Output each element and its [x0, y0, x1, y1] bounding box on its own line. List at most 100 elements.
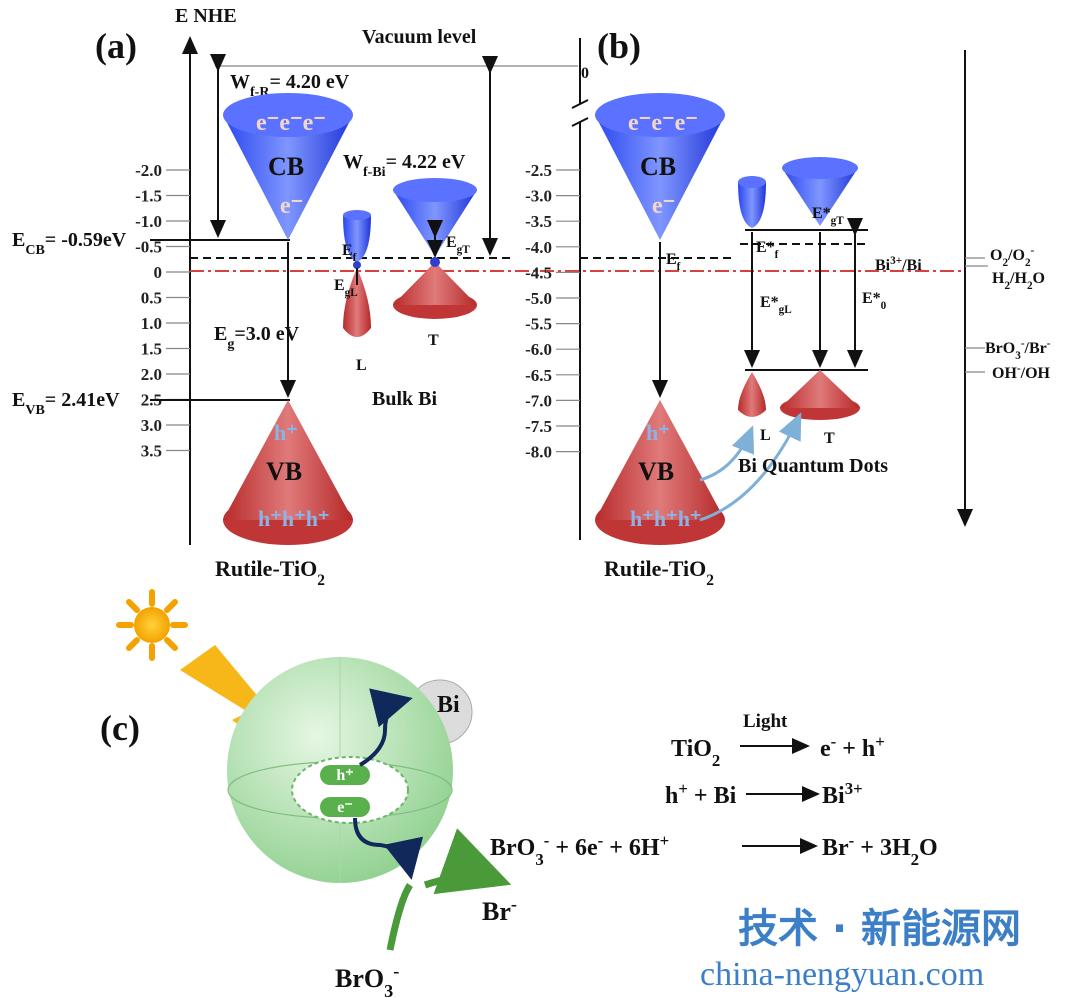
- text-part: 2: [911, 850, 919, 869]
- material-label: Rutile-TiO2: [215, 556, 325, 589]
- tick-label: -3.0: [525, 187, 552, 206]
- text-part: e: [820, 736, 831, 762]
- text-part: -: [511, 894, 517, 914]
- e0-star-label: E*0: [862, 290, 887, 312]
- egt-label: EgT: [446, 234, 470, 256]
- holes: h⁺h⁺h⁺: [630, 506, 702, 531]
- watermark-cn: 技术 · 新能源网: [738, 906, 1021, 952]
- t-label: T: [824, 430, 835, 447]
- tick-label: -6.5: [525, 366, 552, 385]
- reaction-reactant: BrO3- + 6e- + 6H+: [490, 831, 669, 869]
- electrons: e⁻e⁻e⁻: [256, 110, 326, 136]
- text-part: -: [1031, 245, 1035, 257]
- text-part: VB: [25, 403, 44, 418]
- text-part: 2: [317, 572, 325, 589]
- text-part: h: [665, 783, 678, 809]
- qd-l-cb: [738, 182, 766, 228]
- l-label: L: [760, 427, 771, 444]
- panel-label: (c): [100, 708, 140, 748]
- br-path: [425, 876, 498, 885]
- text-part: E*: [760, 294, 779, 311]
- figure: (a) E NHE -2.0-1.5-1.0-0.500.51.01.52.02…: [0, 0, 1078, 998]
- redox-label: BrO3-/Br-: [985, 338, 1051, 362]
- qd-l-vb: [738, 372, 766, 417]
- tick-label: -5.0: [525, 289, 552, 308]
- text-part: Bi: [875, 257, 891, 274]
- band-gap-label: Eg=3.0 eV: [214, 323, 300, 352]
- qd-t-vb: [780, 370, 860, 408]
- bi-l-cb-top: [343, 210, 371, 220]
- text-part: Br: [822, 835, 849, 861]
- text-part: + 6e: [549, 835, 598, 861]
- text-part: + Bi: [688, 783, 737, 809]
- text-part: O: [919, 835, 938, 861]
- electron-label: e⁻: [337, 799, 353, 816]
- text-part: /O: [1007, 247, 1025, 264]
- reaction-product: e- + h+: [820, 732, 885, 763]
- text-part: W: [230, 71, 250, 93]
- vacuum-zero: 0: [581, 65, 589, 82]
- material-label: Rutile-TiO2: [604, 556, 714, 589]
- text-part: W: [343, 151, 363, 173]
- text-part: +: [678, 779, 688, 798]
- text-part: Br: [482, 897, 511, 926]
- text-part: BrO: [335, 964, 384, 993]
- fermi-dot: [430, 257, 440, 267]
- text-part: f: [353, 252, 357, 264]
- text-part: 3: [1015, 350, 1021, 362]
- evb-label: EVB= 2.41eV: [12, 389, 120, 418]
- text-part: BrO: [985, 340, 1015, 357]
- watermark-url: china-nengyuan.com: [700, 956, 984, 993]
- electrons: e⁻e⁻e⁻: [628, 110, 698, 136]
- text-part: g: [227, 337, 234, 352]
- reaction-product: Br- + 3H2O: [822, 831, 938, 869]
- panel-a: (a) E NHE -2.0-1.5-1.0-0.500.51.01.52.02…: [12, 5, 965, 589]
- hole: h⁺: [646, 420, 670, 445]
- text-part: 0: [881, 300, 887, 312]
- text-part: = 2.41eV: [45, 389, 120, 411]
- text-part: H: [992, 270, 1005, 287]
- ecb-label: ECB= -0.59eV: [12, 229, 127, 258]
- egl-star-label: E*gL: [760, 294, 792, 316]
- text-part: E: [12, 229, 25, 251]
- tick-label: -2.0: [135, 161, 162, 180]
- text-part: E: [342, 242, 353, 259]
- holes: h⁺h⁺h⁺: [258, 506, 330, 531]
- tick-labels: -2.5-3.0-3.5-4.0-4.5-5.0-5.5-6.0-6.5-7.0…: [525, 161, 580, 462]
- text-part: = 4.20 eV: [269, 71, 349, 93]
- text-part: 2: [1025, 257, 1031, 269]
- text-part: 2: [712, 751, 720, 770]
- tick-label: -4.5: [525, 263, 552, 282]
- reaction-reactant: h+ + Bi: [665, 779, 737, 810]
- text-part: CB: [25, 243, 44, 258]
- axis-break: [572, 100, 588, 126]
- work-function-label: Wf-Bi= 4.22 eV: [343, 151, 466, 180]
- text-part: 3+: [890, 255, 902, 267]
- text-part: gL: [779, 304, 792, 316]
- cb-label: CB: [640, 152, 676, 181]
- text-part: Bi: [822, 783, 845, 809]
- tick-label: -1.5: [135, 187, 162, 206]
- text-part: 2: [706, 572, 714, 589]
- text-part: 3: [535, 850, 543, 869]
- text-part: +: [875, 732, 885, 751]
- tick-label: 1.5: [141, 340, 162, 359]
- text-part: Rutile-TiO: [215, 556, 317, 581]
- text-part: Rutile-TiO: [604, 556, 706, 581]
- axis-title: E NHE: [175, 5, 237, 27]
- tick-label: 2.0: [141, 365, 162, 384]
- text-part: E: [334, 277, 345, 294]
- tick-label: -1.0: [135, 212, 162, 231]
- tick-label: 3.0: [141, 416, 162, 435]
- t-label: T: [428, 332, 439, 349]
- reaction-reactant: TiO2: [671, 736, 720, 770]
- vacuum-label: Vacuum level: [362, 26, 477, 48]
- text-part: E: [446, 234, 457, 251]
- tick-label: 0.5: [141, 289, 162, 308]
- reaction-product: Bi3+: [822, 779, 863, 810]
- bi-label: Bi: [437, 692, 460, 718]
- text-part: = -0.59eV: [45, 229, 127, 251]
- bro3-label: BrO3-: [335, 961, 399, 998]
- text-part: -: [1047, 338, 1051, 350]
- tick-label: -7.0: [525, 391, 552, 410]
